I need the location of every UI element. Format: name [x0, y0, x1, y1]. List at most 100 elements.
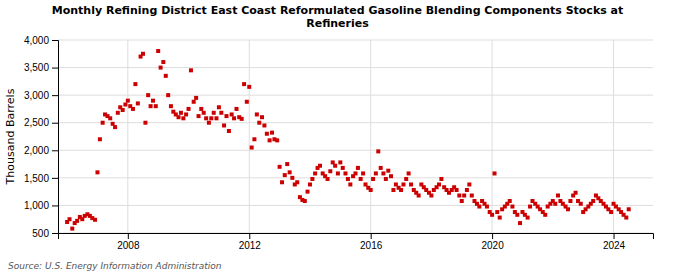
point	[192, 100, 196, 104]
point	[133, 82, 137, 86]
point	[268, 138, 272, 142]
point	[455, 188, 459, 192]
point	[354, 171, 358, 175]
point	[194, 96, 198, 100]
y-tick: 2,500	[24, 117, 58, 128]
point	[189, 68, 193, 72]
y-tick-label: 1,500	[24, 173, 49, 184]
point	[179, 111, 183, 115]
point	[407, 171, 411, 175]
point	[326, 177, 330, 181]
point	[376, 149, 380, 153]
point	[222, 123, 226, 127]
point	[224, 114, 228, 118]
y-tick-mark	[52, 123, 58, 124]
point	[136, 101, 140, 105]
point	[477, 205, 481, 209]
point	[495, 210, 499, 214]
point	[126, 99, 130, 103]
point	[260, 115, 264, 119]
x-tick: 2024	[603, 233, 626, 251]
point	[227, 129, 231, 133]
point	[341, 166, 345, 170]
y-tick-mark	[52, 150, 58, 151]
grid-line-y	[58, 177, 653, 178]
y-tick-mark	[52, 233, 58, 234]
point	[566, 207, 570, 211]
point	[98, 137, 102, 141]
point	[252, 137, 256, 141]
point	[346, 177, 350, 181]
point	[306, 190, 310, 194]
point	[308, 182, 312, 186]
grid-line-y	[58, 40, 653, 41]
y-tick-mark	[52, 205, 58, 206]
title-line: Monthly Refining District East Coast Ref…	[52, 4, 624, 17]
point	[116, 111, 120, 115]
point	[553, 202, 557, 206]
point	[361, 171, 365, 175]
point	[399, 188, 403, 192]
x-tick-label: 2020	[481, 240, 504, 251]
point	[518, 221, 522, 225]
point	[68, 217, 72, 221]
point	[209, 116, 213, 120]
point	[460, 199, 464, 203]
point	[207, 121, 211, 125]
x-tick: 2020	[481, 233, 504, 251]
grid-line-y	[58, 150, 653, 151]
point	[156, 49, 160, 53]
grid-line-y	[58, 67, 653, 68]
point	[528, 205, 532, 209]
point	[219, 111, 223, 115]
point	[278, 165, 282, 169]
point	[457, 194, 461, 198]
point	[526, 216, 530, 220]
x-tick-mark	[249, 233, 250, 239]
point	[498, 216, 502, 220]
point	[374, 171, 378, 175]
point	[154, 104, 158, 108]
point	[627, 207, 631, 211]
point	[161, 60, 165, 64]
point	[70, 227, 74, 231]
point	[285, 162, 289, 166]
y-tick: 3,500	[24, 62, 58, 73]
point	[275, 138, 279, 142]
point	[280, 180, 284, 184]
x-tick-mark	[371, 233, 372, 239]
x-axis: 2008 2012 2016 2020 2024	[59, 233, 654, 251]
grid-line-x	[249, 40, 250, 233]
point	[310, 177, 314, 181]
point	[288, 170, 292, 174]
point	[235, 107, 239, 111]
point	[313, 171, 317, 175]
point	[113, 125, 117, 129]
point	[257, 121, 261, 125]
point	[439, 177, 443, 181]
point	[283, 173, 287, 177]
point	[217, 105, 221, 109]
point	[75, 219, 79, 223]
x-tick: 2016	[360, 233, 383, 251]
point	[214, 116, 218, 120]
point	[95, 170, 99, 174]
point	[164, 74, 168, 78]
x-tick-label: 2012	[239, 240, 262, 251]
point	[371, 177, 375, 181]
point	[230, 112, 234, 116]
y-axis: 5001,0001,5002,0002,5003,0003,5004,000	[24, 35, 59, 239]
point	[624, 216, 628, 220]
x-tick-label: 2008	[117, 240, 140, 251]
point	[202, 111, 206, 115]
point	[318, 164, 322, 168]
grid-line-x	[370, 40, 371, 233]
source-note: Source: U.S. Energy Information Administ…	[8, 261, 222, 271]
point	[493, 171, 497, 175]
point	[121, 108, 125, 112]
plot-area: 2008 2012 2016 2020 2024 5001,0001,5002,0002,…	[24, 35, 654, 251]
point	[591, 199, 595, 203]
y-tick-mark	[52, 95, 58, 96]
y-tick-label: 3,500	[24, 62, 49, 73]
point	[467, 182, 471, 186]
